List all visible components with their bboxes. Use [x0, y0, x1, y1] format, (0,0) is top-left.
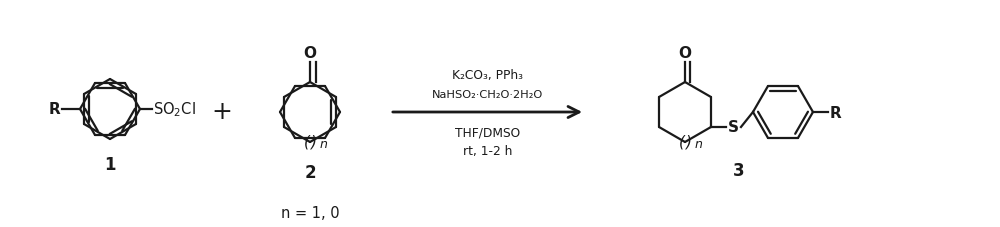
- Text: $\mathregular{SO_2Cl}$: $\mathregular{SO_2Cl}$: [153, 100, 196, 118]
- Text: K₂CO₃, PPh₃: K₂CO₃, PPh₃: [452, 68, 523, 81]
- Text: 3: 3: [733, 161, 745, 179]
- Text: ): ): [686, 134, 692, 149]
- Text: +: +: [212, 100, 232, 123]
- Text: NaHSO₂·CH₂O·2H₂O: NaHSO₂·CH₂O·2H₂O: [432, 90, 543, 100]
- Text: O: O: [304, 46, 317, 61]
- Text: n = 1, 0: n = 1, 0: [281, 206, 339, 220]
- Text: n: n: [695, 138, 703, 151]
- Text: 2: 2: [304, 163, 316, 181]
- Text: O: O: [678, 46, 692, 61]
- Text: n: n: [320, 138, 328, 151]
- Text: R: R: [830, 105, 842, 120]
- Text: S: S: [727, 119, 738, 134]
- Text: ): ): [311, 134, 317, 149]
- Text: (: (: [304, 134, 310, 149]
- Text: 1: 1: [104, 155, 116, 173]
- Text: (: (: [679, 134, 685, 149]
- Text: rt, 1-2 h: rt, 1-2 h: [463, 144, 512, 157]
- Text: R: R: [48, 102, 60, 117]
- Text: THF/DMSO: THF/DMSO: [455, 126, 520, 139]
